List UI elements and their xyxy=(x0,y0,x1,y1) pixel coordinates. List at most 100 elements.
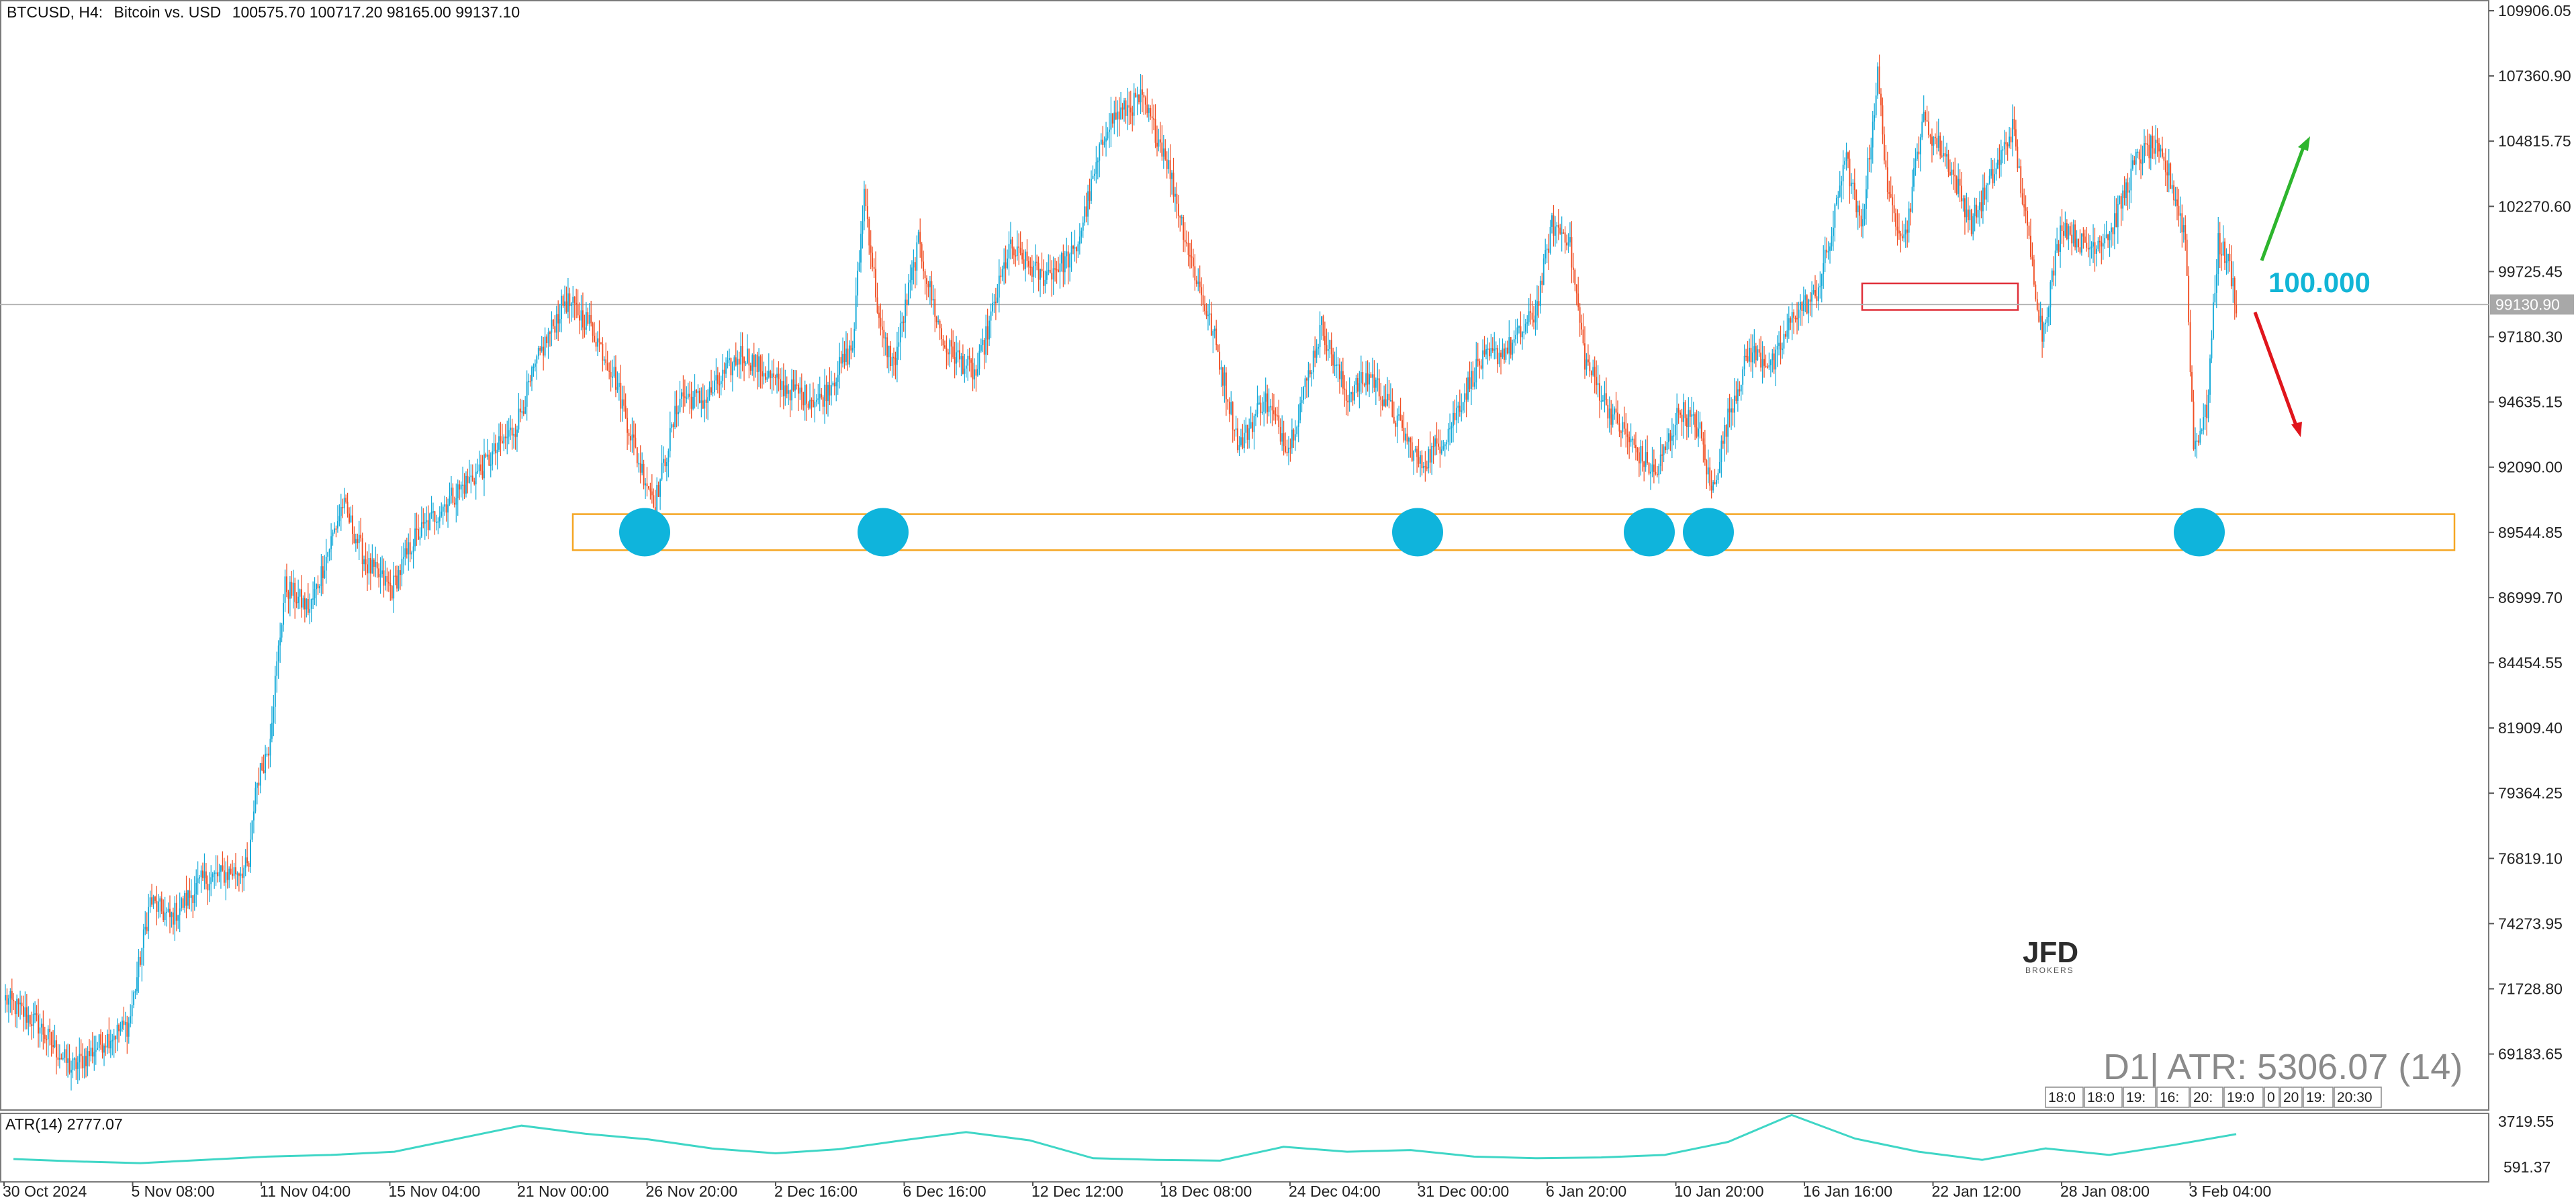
candle-body xyxy=(1156,142,1158,147)
candle-body xyxy=(788,390,790,394)
candle-body xyxy=(422,522,424,524)
candle-body xyxy=(457,484,459,498)
candle-body xyxy=(269,739,271,756)
candle-body xyxy=(83,1056,85,1068)
candle-body xyxy=(1043,271,1044,286)
candle-body xyxy=(181,898,183,909)
candle-body xyxy=(1491,348,1493,351)
candle-body xyxy=(573,296,576,303)
candle-body xyxy=(1530,311,1532,313)
candle-body xyxy=(1541,280,1543,285)
price-tick-label: 84454.55 xyxy=(2498,654,2563,672)
candle-body xyxy=(1217,345,1219,352)
candle-body xyxy=(1928,121,1929,135)
candle-body xyxy=(1742,369,1744,385)
atr-line xyxy=(13,1113,2237,1164)
candle-body xyxy=(304,598,306,610)
candle-body xyxy=(1345,389,1347,401)
candle-body xyxy=(179,908,181,915)
candle-body xyxy=(595,341,597,347)
candle-body xyxy=(2035,284,2037,299)
candle-body xyxy=(1186,242,1188,244)
candle-body xyxy=(753,355,755,367)
candle-body xyxy=(1058,269,1059,273)
candle-body xyxy=(295,602,297,604)
candle-body xyxy=(24,1007,26,1017)
candle-body xyxy=(1677,408,1680,413)
candle-body xyxy=(1969,210,1971,220)
candle-body xyxy=(982,339,984,345)
candle-body xyxy=(2043,323,2045,342)
candle-body xyxy=(2164,160,2166,173)
time-tick-label: 22 Jan 12:00 xyxy=(1932,1183,2021,1200)
candle-body xyxy=(1933,136,1935,146)
candle-body xyxy=(2010,136,2012,143)
candle-body xyxy=(1874,115,1876,122)
candle-body xyxy=(1959,179,1961,186)
candle-body xyxy=(2076,238,2078,248)
candle-body xyxy=(1727,408,1729,437)
candle-body xyxy=(9,990,11,999)
candle-body xyxy=(1264,393,1267,402)
candle-body xyxy=(402,557,404,559)
candle-body xyxy=(1656,473,1658,475)
candle-body xyxy=(597,338,598,347)
candle-body xyxy=(1172,173,1175,197)
candle-body xyxy=(1169,160,1171,179)
candle-body xyxy=(561,295,563,320)
candle-body xyxy=(883,330,885,338)
candle-body xyxy=(2068,226,2070,240)
candle-body xyxy=(1385,399,1387,406)
candle-body xyxy=(1125,100,1127,116)
candle-body xyxy=(997,297,999,303)
candle-body xyxy=(449,496,451,505)
candle-body xyxy=(261,763,263,771)
candle-body xyxy=(368,557,370,573)
candle-body xyxy=(909,279,911,283)
candle-body xyxy=(906,299,908,306)
candle-body xyxy=(79,1054,81,1063)
candle-body xyxy=(36,1013,38,1015)
candle-body xyxy=(1399,414,1401,420)
candle-body xyxy=(1545,250,1547,259)
candle-body xyxy=(1855,189,1857,213)
candle-body xyxy=(441,511,443,516)
candle-body xyxy=(705,400,707,403)
candle-body xyxy=(2084,236,2086,243)
candle-body xyxy=(338,516,340,522)
candle-body xyxy=(1227,399,1229,402)
candle-body xyxy=(1767,366,1768,368)
candle-body xyxy=(1974,204,1976,216)
candle-body xyxy=(2099,240,2101,242)
candle-body xyxy=(1459,406,1461,412)
candle-body xyxy=(780,379,781,390)
candle-body xyxy=(1904,229,1906,235)
candle-body xyxy=(1913,168,1915,187)
candle-body xyxy=(1457,406,1459,408)
candle-body xyxy=(352,515,353,535)
candle-body xyxy=(899,323,901,342)
candle-body xyxy=(806,385,808,404)
candle-body xyxy=(521,411,523,413)
candle-body xyxy=(1424,465,1426,467)
candle-body xyxy=(903,321,905,323)
candle-body xyxy=(266,753,268,755)
candle-body xyxy=(1066,251,1068,257)
candle-body xyxy=(1013,248,1015,256)
candle-body xyxy=(2107,234,2109,240)
candle-body xyxy=(56,1040,57,1058)
indicator-title: ATR(14) 2777.07 xyxy=(5,1115,123,1133)
candle-body xyxy=(852,348,854,351)
candle-body xyxy=(2097,240,2099,249)
candle-body xyxy=(139,956,141,965)
candle-body xyxy=(537,348,539,357)
candle-body xyxy=(1817,287,1819,302)
candle-body xyxy=(968,355,970,360)
candle-body xyxy=(2211,338,2213,359)
candle-body xyxy=(1592,367,1594,375)
candle-body xyxy=(1213,328,1215,331)
candle-body xyxy=(2206,404,2208,418)
time-axis: 30 Oct 2024 5 Nov 08:00 11 Nov 04:00 15 Nov… xyxy=(3,1182,2271,1200)
candle-body xyxy=(1648,463,1650,474)
